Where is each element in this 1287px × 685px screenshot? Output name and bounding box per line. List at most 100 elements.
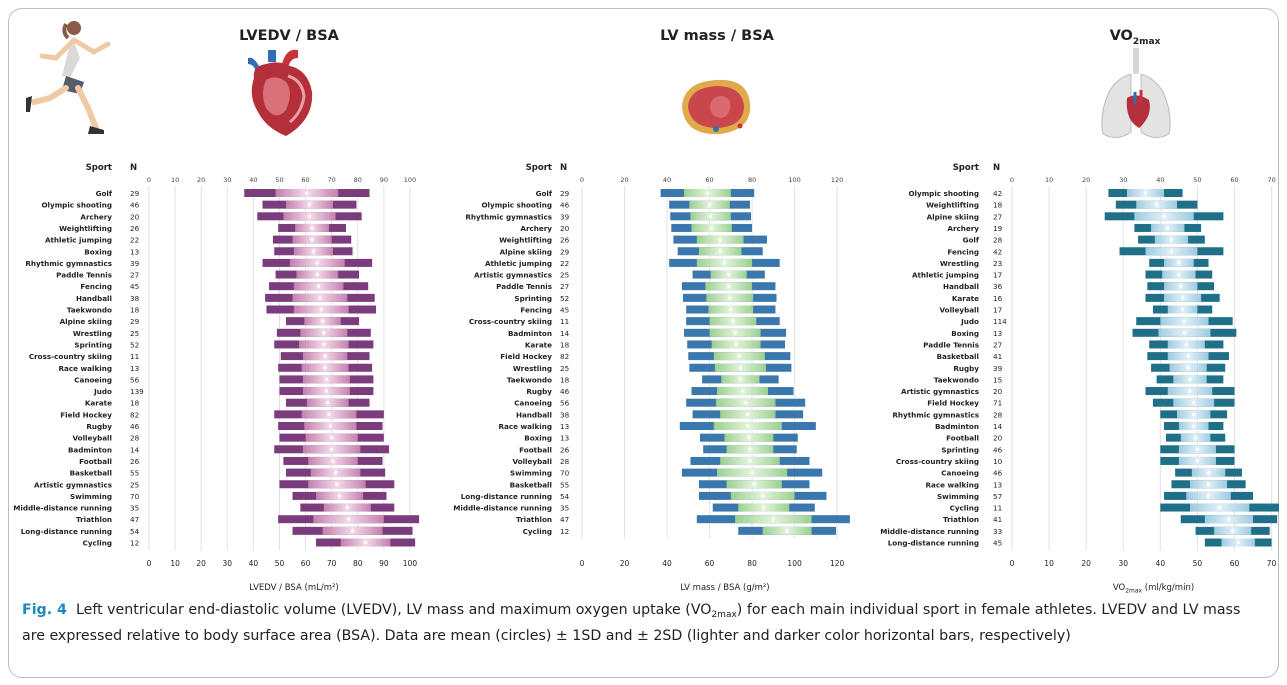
n-value: 52	[130, 340, 139, 349]
n-value: 20	[993, 434, 1003, 443]
n-value: 26	[560, 236, 570, 245]
heart-icon	[248, 49, 313, 136]
sport-label: Archery	[520, 224, 552, 233]
sport-label: Wrestling	[513, 364, 552, 373]
mean-marker	[733, 331, 737, 335]
sport-label: Canoeing	[941, 469, 979, 478]
sport-label: Canoeing	[74, 375, 112, 384]
x-tick-label: 10	[1044, 559, 1054, 568]
n-value: 14	[993, 422, 1003, 431]
caption-text-1: Left ventricular end-diastolic volume (L…	[75, 602, 712, 618]
mean-marker	[337, 494, 342, 498]
sport-label: Alpine skiing	[500, 247, 552, 256]
column-header-sport: Sport	[86, 163, 112, 173]
mean-marker	[707, 203, 712, 207]
sport-label: Badminton	[68, 445, 112, 454]
x-tick-label: 70	[327, 559, 337, 568]
top-tick-label: 20	[620, 176, 628, 184]
x-tick-label: 70	[1267, 559, 1277, 568]
mean-marker	[1193, 436, 1198, 440]
x-tick-label: 0	[147, 559, 152, 568]
n-value: 13	[993, 329, 1002, 338]
sport-label: Basketball	[937, 352, 979, 361]
sport-label: Football	[79, 457, 112, 466]
n-value: 70	[560, 469, 570, 478]
x-tick-label: 0	[580, 559, 585, 568]
n-value: 17	[993, 271, 1002, 280]
n-value: 12	[560, 527, 569, 536]
top-tick-label: 70	[1267, 176, 1275, 184]
x-tick-label: 60	[301, 559, 311, 568]
n-value: 41	[993, 352, 1002, 361]
top-tick-label: 90	[380, 176, 388, 184]
n-value: 57	[993, 492, 1002, 501]
sport-label: Race walking	[59, 364, 112, 373]
n-value: 20	[560, 224, 570, 233]
mean-marker	[705, 191, 710, 195]
mean-marker	[747, 436, 751, 440]
mean-marker	[729, 307, 733, 312]
n-value: 25	[560, 271, 569, 280]
mean-marker	[1195, 447, 1200, 451]
mean-marker	[771, 517, 775, 521]
top-tick-label: 0	[147, 176, 151, 184]
top-tick-label: 120	[831, 176, 843, 184]
mean-marker	[330, 436, 334, 440]
mean-marker	[310, 238, 314, 242]
x-tick-label: 60	[705, 559, 715, 568]
column-header-sport: Sport	[526, 163, 552, 173]
mean-marker	[330, 447, 334, 451]
n-value: 29	[130, 189, 140, 198]
sport-label: Football	[946, 434, 979, 443]
sport-label: Olympic shooting	[41, 201, 112, 210]
x-tick-label: 40	[249, 559, 259, 568]
mean-marker	[320, 319, 325, 323]
sport-label: Cross-country skiing	[896, 457, 979, 466]
sport-label: Olympic shooting	[481, 201, 552, 210]
sport-label: Triathlon	[943, 515, 979, 524]
mean-marker	[722, 261, 727, 265]
sport-label: Athletic jumping	[912, 271, 979, 280]
sport-label: Handball	[516, 410, 552, 419]
n-value: 47	[560, 515, 569, 524]
x-tick-label: 30	[223, 559, 233, 568]
n-value: 38	[560, 410, 570, 419]
n-value: 17	[993, 306, 1002, 315]
mean-marker	[709, 214, 713, 218]
n-value: 29	[560, 189, 570, 198]
mean-marker	[323, 366, 327, 370]
mean-marker	[761, 494, 765, 498]
lungs-icon	[1101, 48, 1171, 138]
x-tick-label: 120	[830, 559, 845, 568]
sport-label: Volleyball	[512, 457, 552, 466]
sport-label: Weightlifting	[499, 236, 552, 245]
mean-marker	[738, 366, 742, 370]
mean-marker	[363, 540, 368, 545]
sport-label: Fencing	[947, 247, 979, 256]
sport-label: Paddle Tennis	[923, 340, 979, 349]
mean-marker	[746, 424, 750, 428]
n-value: 11	[560, 317, 569, 326]
sport-label: Weightlifting	[59, 224, 112, 233]
x-tick-label: 50	[275, 559, 285, 568]
sport-label: Golf	[96, 189, 113, 198]
sport-label: Paddle Tennis	[496, 282, 552, 291]
n-value: 13	[560, 422, 569, 431]
mean-marker	[328, 424, 332, 428]
mean-marker	[762, 505, 766, 510]
sport-label: Fencing	[520, 306, 552, 315]
sport-label: Rugby	[86, 422, 112, 431]
mean-marker	[319, 307, 323, 312]
mean-marker	[1188, 377, 1192, 381]
mean-marker	[307, 214, 312, 218]
x-tick-label: 90	[379, 559, 389, 568]
sport-label: Volleyball	[72, 434, 112, 443]
mean-marker	[331, 459, 335, 463]
top-tick-label: 60	[301, 176, 309, 184]
top-tick-label: 50	[275, 176, 283, 184]
n-value: 11	[130, 352, 139, 361]
mean-marker	[324, 377, 329, 381]
mean-marker	[1166, 226, 1170, 230]
top-tick-label: 60	[1230, 176, 1238, 184]
n-value: 139	[130, 387, 144, 396]
